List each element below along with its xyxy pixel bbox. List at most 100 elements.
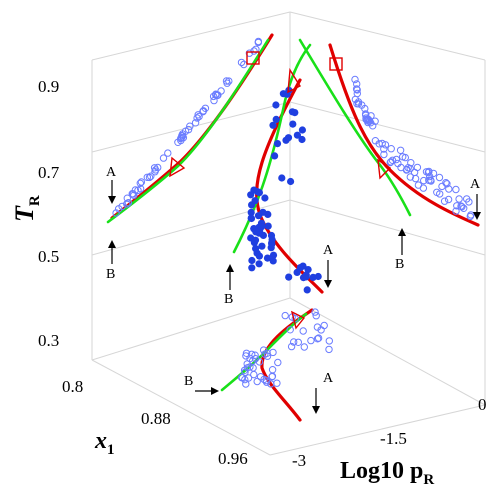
- open-point: [445, 185, 453, 193]
- open-point: [317, 326, 325, 334]
- open-point: [300, 343, 308, 351]
- filled-point: [251, 197, 259, 205]
- filled-point: [302, 271, 310, 279]
- open-point: [281, 311, 289, 320]
- square-marker: [246, 51, 260, 65]
- label-A: A: [106, 165, 117, 180]
- y-axis-ticks: -3 -1.5 0: [292, 395, 487, 470]
- open-point: [186, 122, 194, 130]
- open-point: [299, 327, 307, 335]
- z-axis-title-main: T: [10, 205, 39, 222]
- filled-point: [298, 135, 306, 144]
- x-axis-title-main: x: [94, 428, 107, 454]
- x-axis-ticks: 0.8 0.88 0.96: [62, 377, 248, 468]
- open-point: [366, 119, 375, 127]
- open-point: [145, 173, 154, 182]
- filled-point: [293, 268, 301, 276]
- open-point: [255, 358, 264, 366]
- open-point: [438, 182, 446, 191]
- open-point: [380, 150, 388, 159]
- red-curve-floor: [260, 308, 314, 422]
- open-point: [115, 205, 123, 213]
- open-point: [325, 345, 333, 354]
- z-tick-label: 0.7: [38, 163, 60, 182]
- open-point: [440, 197, 449, 205]
- label-A: A: [323, 371, 334, 386]
- open-point: [223, 79, 231, 87]
- open-point: [250, 47, 258, 55]
- open-point: [380, 145, 388, 153]
- filled-point: [252, 245, 260, 253]
- open-point: [159, 154, 168, 162]
- open-point: [164, 149, 172, 157]
- open-point: [435, 173, 444, 182]
- open-point: [371, 137, 380, 145]
- filled-point: [258, 223, 266, 231]
- filled-point: [248, 256, 256, 265]
- z-axis-ticks: 0.9 0.7 0.5 0.3: [38, 77, 60, 350]
- z-tick-label: 0.9: [38, 77, 59, 96]
- open-point: [178, 130, 187, 138]
- series-floor: [220, 308, 333, 422]
- open-point: [268, 366, 277, 374]
- filled-point: [284, 134, 293, 142]
- open-point: [290, 338, 298, 346]
- open-point: [392, 155, 401, 164]
- open-point: [210, 96, 218, 105]
- filled-point: [289, 120, 297, 128]
- green-curve-right: [298, 38, 412, 217]
- filled-point: [271, 152, 279, 160]
- open-point: [444, 195, 453, 204]
- y-tick-label: 0: [478, 395, 487, 414]
- open-point: [467, 211, 475, 219]
- open-point: [411, 174, 420, 183]
- open-point: [361, 104, 369, 113]
- open-point: [429, 169, 438, 178]
- open-point: [268, 373, 276, 381]
- y-axis-title-main: Log10 p: [340, 458, 423, 484]
- open-point: [381, 141, 390, 149]
- x-axis-title-sub: 1: [107, 442, 115, 458]
- open-point: [325, 337, 333, 345]
- open-point: [193, 114, 201, 122]
- open-point: [237, 58, 246, 67]
- triangle-marker: [290, 310, 306, 330]
- filled-point: [287, 177, 295, 186]
- open-point: [420, 176, 428, 185]
- open-point: [251, 351, 259, 359]
- y-tick-label: -1.5: [380, 429, 407, 448]
- label-B: B: [184, 374, 193, 389]
- open-point: [254, 38, 262, 47]
- open-point: [243, 360, 251, 368]
- open-point: [191, 119, 200, 127]
- filled-point: [255, 260, 263, 268]
- open-point: [414, 181, 423, 189]
- open-points-floor: [238, 308, 333, 388]
- filled-point: [247, 191, 255, 199]
- filled-point: [252, 228, 260, 236]
- filled-point: [263, 254, 272, 262]
- open-point: [442, 179, 450, 187]
- open-point: [397, 163, 405, 172]
- filled-point: [269, 121, 277, 129]
- open-point: [123, 194, 132, 202]
- filled-point: [261, 194, 269, 202]
- open-point: [312, 312, 320, 320]
- open-point: [396, 146, 405, 155]
- z-tick-label: 0.3: [38, 331, 59, 350]
- open-point: [307, 336, 315, 345]
- triangle-marker: [169, 156, 186, 178]
- y-axis-title: Log10 pR: [340, 458, 434, 488]
- triangle-marker: [377, 158, 392, 180]
- open-point: [242, 380, 250, 388]
- open-point: [245, 49, 254, 57]
- open-point: [261, 350, 269, 358]
- filled-points-middle: [247, 86, 322, 294]
- filled-point: [254, 212, 263, 220]
- open-point: [242, 349, 251, 357]
- open-point: [406, 173, 414, 181]
- open-point: [313, 335, 322, 343]
- open-point: [453, 202, 461, 210]
- open-point: [253, 377, 261, 386]
- open-point: [404, 164, 412, 172]
